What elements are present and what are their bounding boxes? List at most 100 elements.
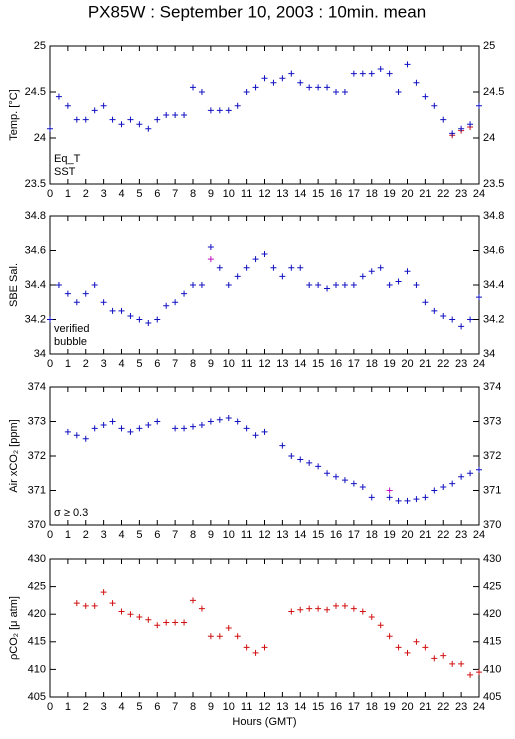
data-point (145, 421, 152, 428)
y-tick-label: 405 (28, 691, 46, 703)
x-tick-label: 11 (241, 701, 252, 713)
data-point (324, 470, 331, 477)
data-point (341, 602, 348, 609)
data-point (350, 70, 357, 77)
x-tick-label: 24 (473, 358, 485, 370)
data-point (82, 435, 89, 442)
x-tick-label: 15 (312, 188, 324, 200)
x-tick-label: 23 (455, 529, 467, 541)
y-tick-label: 34.6 (25, 244, 46, 256)
data-point (207, 244, 214, 251)
data-point (225, 415, 232, 422)
data-point (413, 282, 420, 288)
data-point (476, 294, 482, 301)
data-point (216, 416, 223, 423)
x-tick-label: 12 (258, 358, 270, 370)
x-tick-label: 20 (401, 358, 413, 370)
y2-tick-label: 373 (483, 415, 501, 427)
x-tick-label: 10 (223, 701, 235, 713)
data-point (458, 125, 465, 132)
x-tick-label: 8 (190, 529, 196, 541)
data-point (252, 256, 259, 263)
data-point (458, 473, 465, 480)
data-point (440, 116, 447, 123)
data-point (449, 660, 456, 667)
x-tick-label: 10 (223, 188, 235, 200)
x-tick-label: 17 (348, 358, 360, 370)
data-point (136, 613, 143, 620)
data-point (431, 307, 438, 314)
y2-tick-label: 24.5 (483, 86, 504, 98)
x-tick-label: 22 (437, 358, 449, 370)
y2-tick-label: 405 (483, 691, 501, 703)
data-point (100, 589, 107, 596)
y2-tick-label: 374 (483, 381, 501, 393)
data-point (190, 423, 196, 430)
x-tick-label: 22 (437, 701, 449, 713)
x-tick-label: 11 (241, 358, 252, 370)
data-point (324, 285, 331, 292)
data-point (368, 70, 375, 77)
x-tick-label: 18 (366, 188, 378, 200)
legend-label: verified (54, 323, 89, 335)
data-point (333, 602, 339, 609)
data-point (368, 268, 375, 275)
legend-label: bubble (54, 336, 87, 348)
data-point (73, 600, 80, 607)
data-point (261, 644, 268, 651)
data-point (288, 453, 295, 459)
data-point (136, 316, 143, 323)
x-tick-label: 17 (348, 529, 360, 541)
x-tick-label: 3 (101, 358, 107, 370)
x-tick-label: 10 (223, 358, 235, 370)
x-tick-label: 19 (384, 188, 396, 200)
y-tick-label: 34 (34, 348, 46, 360)
data-point (55, 282, 62, 288)
x-tick-label: 4 (118, 529, 124, 541)
y2-tick-label: 34.6 (483, 244, 504, 256)
data-point (476, 466, 482, 473)
data-point (350, 605, 357, 612)
x-tick-label: 20 (401, 529, 413, 541)
x-tick-label: 12 (258, 701, 270, 713)
data-point (467, 470, 474, 477)
x-tick-label: 1 (65, 188, 71, 200)
x-tick-label: 16 (330, 701, 342, 713)
data-point (386, 487, 393, 494)
x-tick-label: 10 (223, 529, 235, 541)
data-point (359, 484, 366, 491)
y2-tick-label: 410 (483, 663, 501, 675)
data-point (154, 622, 161, 629)
data-point (55, 93, 62, 100)
data-point (341, 477, 348, 484)
data-point (458, 323, 465, 330)
data-point (118, 121, 125, 128)
y-tick-label: 24.5 (25, 86, 46, 98)
data-point (181, 290, 188, 297)
data-point (261, 75, 268, 82)
data-point (190, 282, 196, 288)
y2-tick-label: 24 (483, 132, 495, 144)
data-point (404, 497, 411, 504)
x-axis-label: Hours (GMT) (232, 716, 296, 728)
data-point (341, 282, 348, 288)
data-point (145, 319, 152, 326)
data-point (404, 268, 411, 275)
data-point (422, 644, 429, 651)
y-tick-label: 425 (28, 581, 46, 593)
data-point (243, 264, 250, 271)
x-tick-label: 5 (136, 529, 142, 541)
data-point (440, 652, 447, 659)
data-point (252, 649, 259, 656)
y-tick-label: 24 (34, 132, 46, 144)
data-point (449, 130, 456, 137)
x-tick-label: 20 (401, 188, 413, 200)
data-point (413, 79, 420, 86)
data-point (395, 497, 402, 504)
x-tick-label: 5 (136, 188, 142, 200)
data-point (467, 121, 474, 128)
x-tick-label: 7 (172, 529, 178, 541)
plot-frame (49, 558, 480, 698)
data-point (270, 264, 277, 271)
